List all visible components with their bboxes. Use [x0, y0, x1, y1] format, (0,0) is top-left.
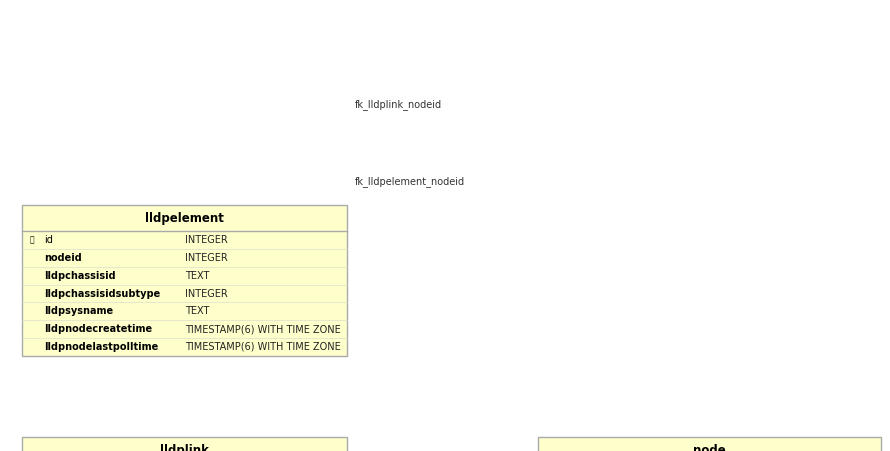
Text: lldpchassisidsubtype: lldpchassisidsubtype [44, 289, 160, 299]
Bar [538, 437, 881, 451]
Text: lldpelement: lldpelement [145, 212, 224, 225]
Bar [22, 437, 347, 451]
Text: INTEGER: INTEGER [185, 235, 228, 245]
Bar [22, 205, 347, 356]
Text: lldpsysname: lldpsysname [44, 306, 113, 316]
Text: 🔑: 🔑 [29, 235, 34, 244]
Text: TEXT: TEXT [185, 271, 209, 281]
Text: fk_lldpelement_nodeid: fk_lldpelement_nodeid [355, 176, 465, 188]
Text: fk_lldplink_nodeid: fk_lldplink_nodeid [355, 100, 442, 110]
Text: lldpnodelastpolltime: lldpnodelastpolltime [44, 342, 158, 352]
Text: INTEGER: INTEGER [185, 253, 228, 263]
Text: nodeid: nodeid [44, 253, 82, 263]
Text: lldpnodecreatetime: lldpnodecreatetime [44, 324, 152, 334]
Text: node: node [693, 444, 726, 451]
Text: INTEGER: INTEGER [185, 289, 228, 299]
Text: TIMESTAMP(6) WITH TIME ZONE: TIMESTAMP(6) WITH TIME ZONE [185, 324, 341, 334]
Text: lldpchassisid: lldpchassisid [44, 271, 116, 281]
Text: TEXT: TEXT [185, 306, 209, 316]
Text: TIMESTAMP(6) WITH TIME ZONE: TIMESTAMP(6) WITH TIME ZONE [185, 342, 341, 352]
Text: lldplink: lldplink [160, 444, 209, 451]
Text: id: id [44, 235, 53, 245]
